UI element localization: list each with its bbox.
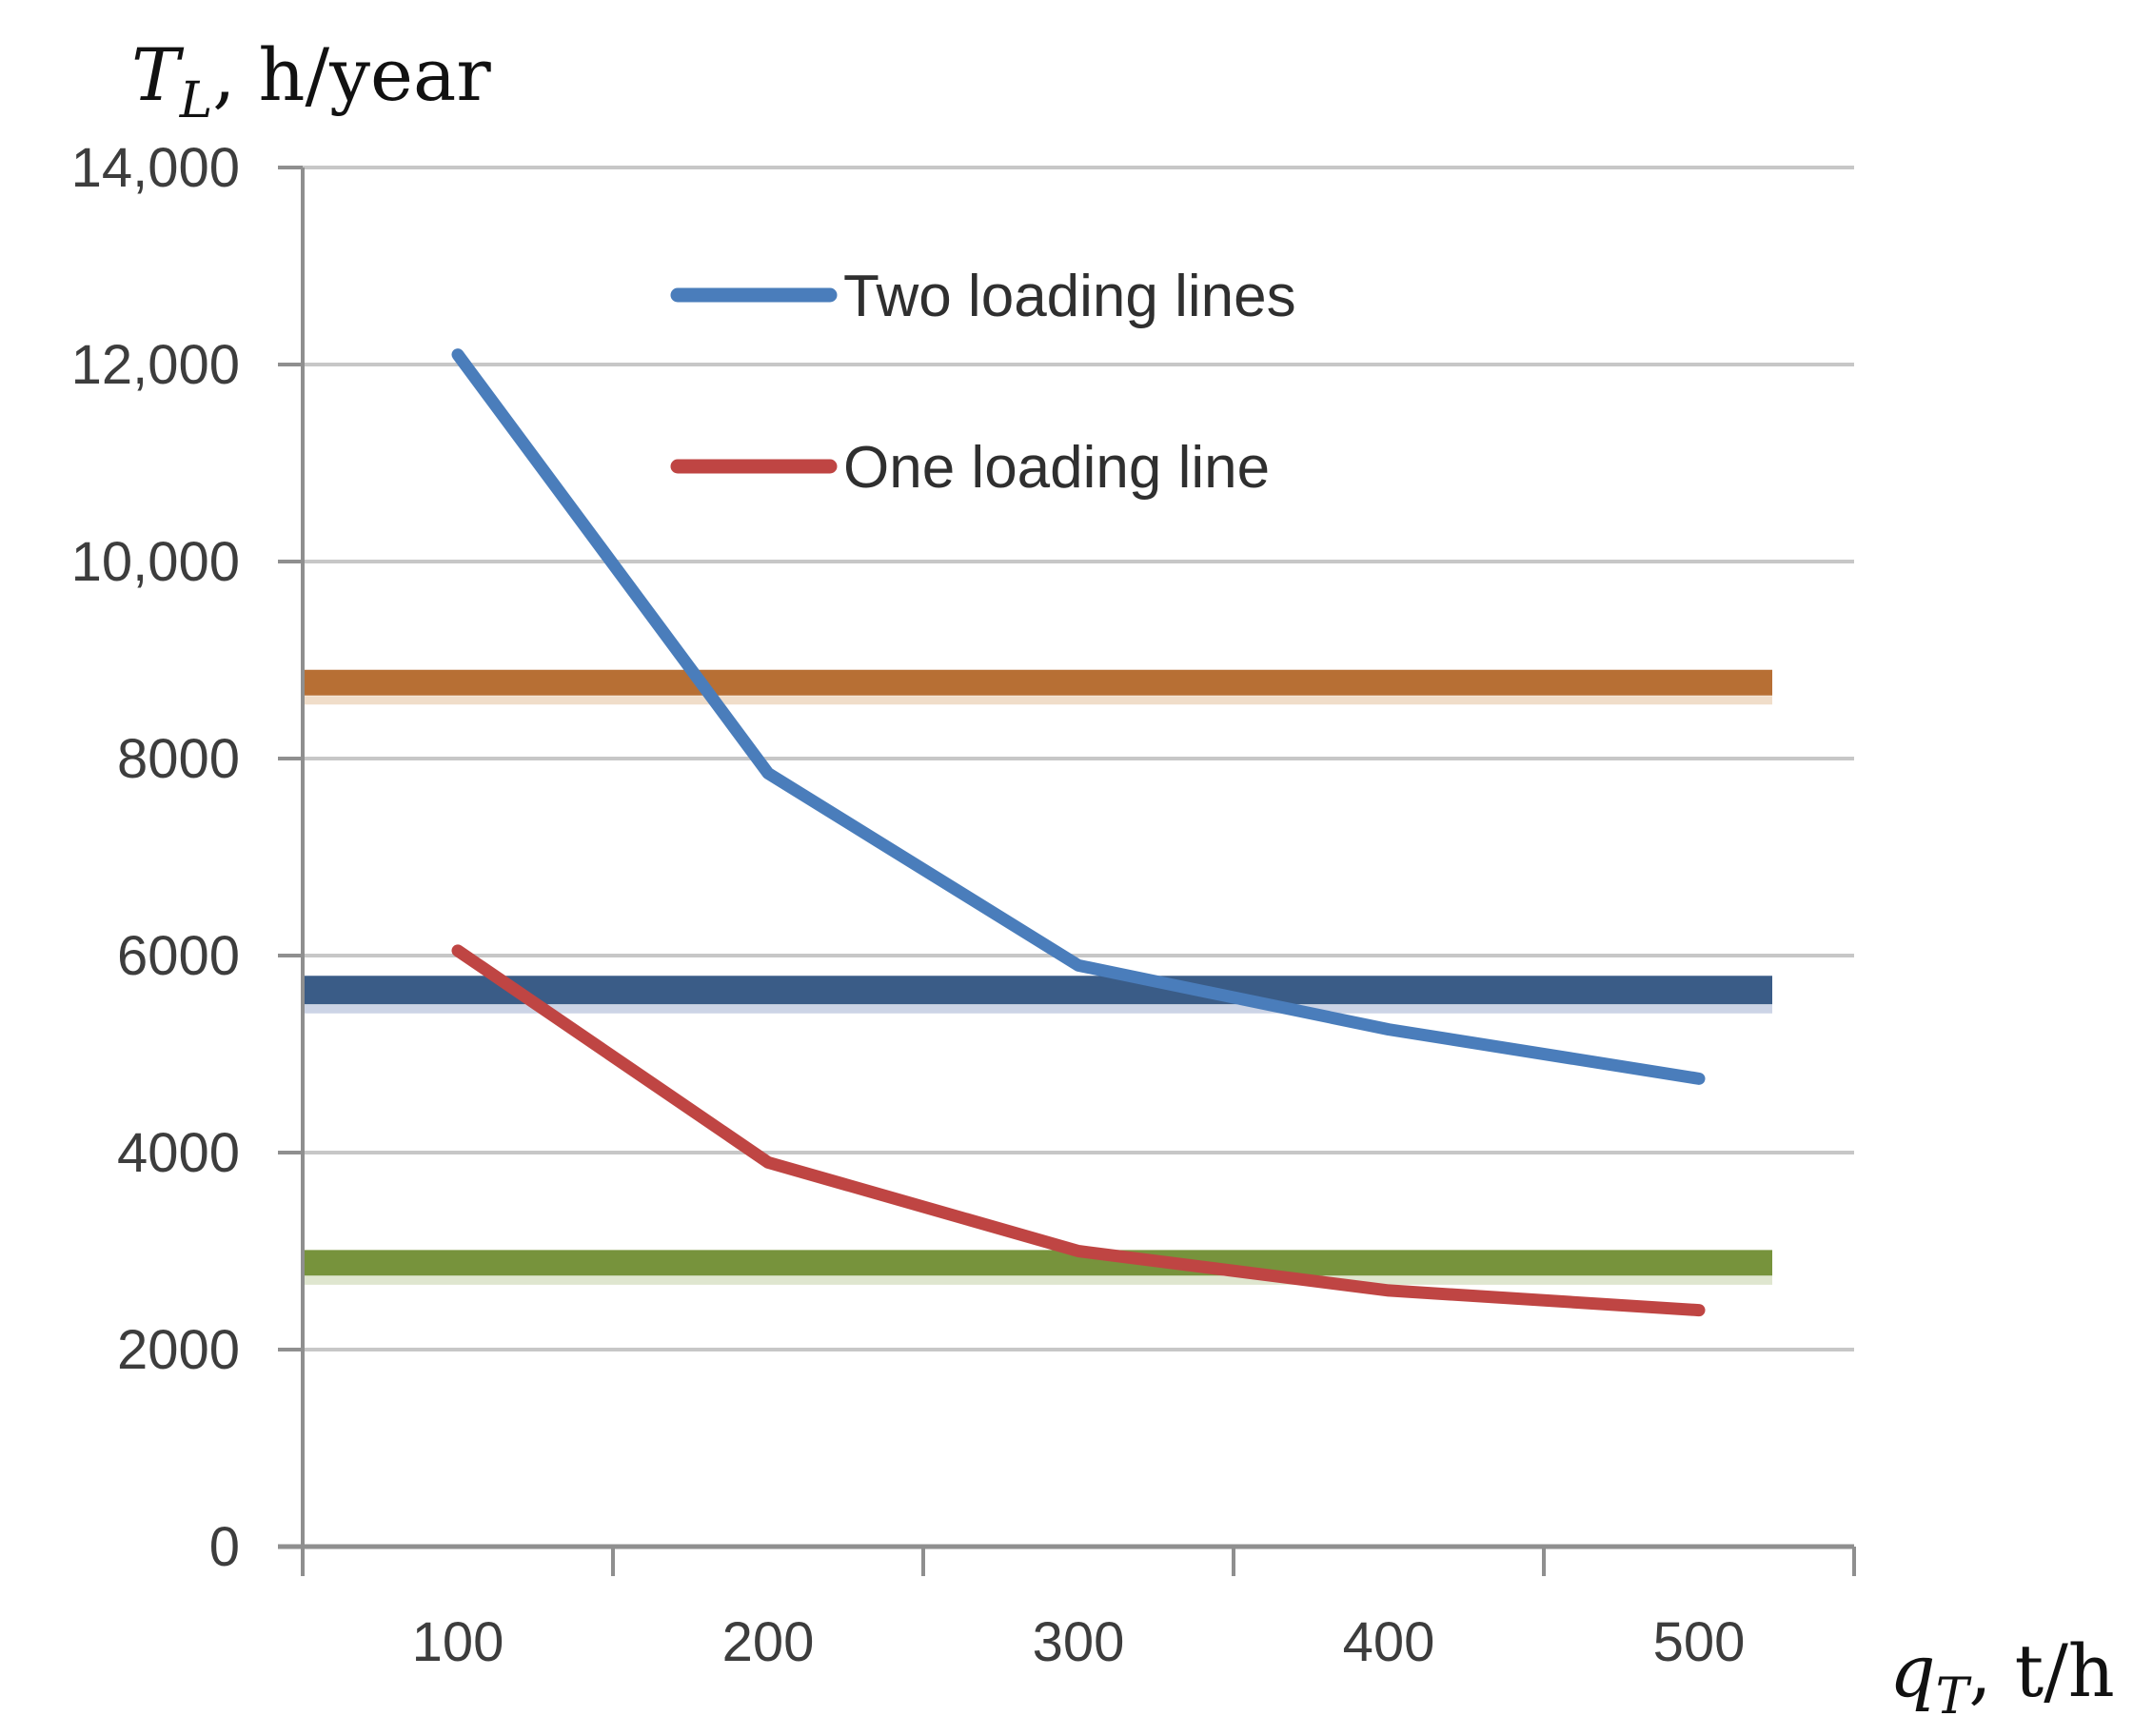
y-axis-title: TL, h/year [131,32,491,129]
series-line [451,944,1706,1317]
x-tick-label: 400 [1343,1611,1435,1673]
x-tick-labels: 100 200 300 400 500 [412,1611,1746,1673]
x-tick-label: 500 [1653,1611,1746,1673]
y-tick-label: 12,000 [71,334,240,396]
legend-item: Two loading lines [670,264,1296,329]
y-tick-label: 6000 [117,925,240,987]
legend-item-label: Two loading lines [843,264,1296,329]
x-tick-label: 300 [1033,1611,1125,1673]
y-tick-label: 4000 [117,1122,240,1184]
reference-bands [303,669,1772,1285]
y-tick-label: 2000 [117,1319,240,1381]
gridlines [303,166,1854,1351]
x-axis-title: qT, t/h [1889,1628,2115,1726]
legend: Two loading lines One loading line [670,264,1296,501]
y-tick-label: 10,000 [71,531,240,593]
y-tick-label: 0 [209,1516,240,1578]
series-line [451,348,1706,1085]
legend-item-label: One loading line [843,435,1270,501]
y-tick-label: 8000 [117,728,240,790]
y-tick-labels: 0 2000 4000 6000 8000 10,000 12,000 14,000 [71,137,240,1578]
axes [278,166,1856,1576]
legend-item: One loading line [670,435,1270,501]
y-tick-label: 14,000 [71,137,240,199]
x-tick-label: 200 [722,1611,815,1673]
x-tick-label: 100 [412,1611,504,1673]
data-series [451,348,1706,1317]
